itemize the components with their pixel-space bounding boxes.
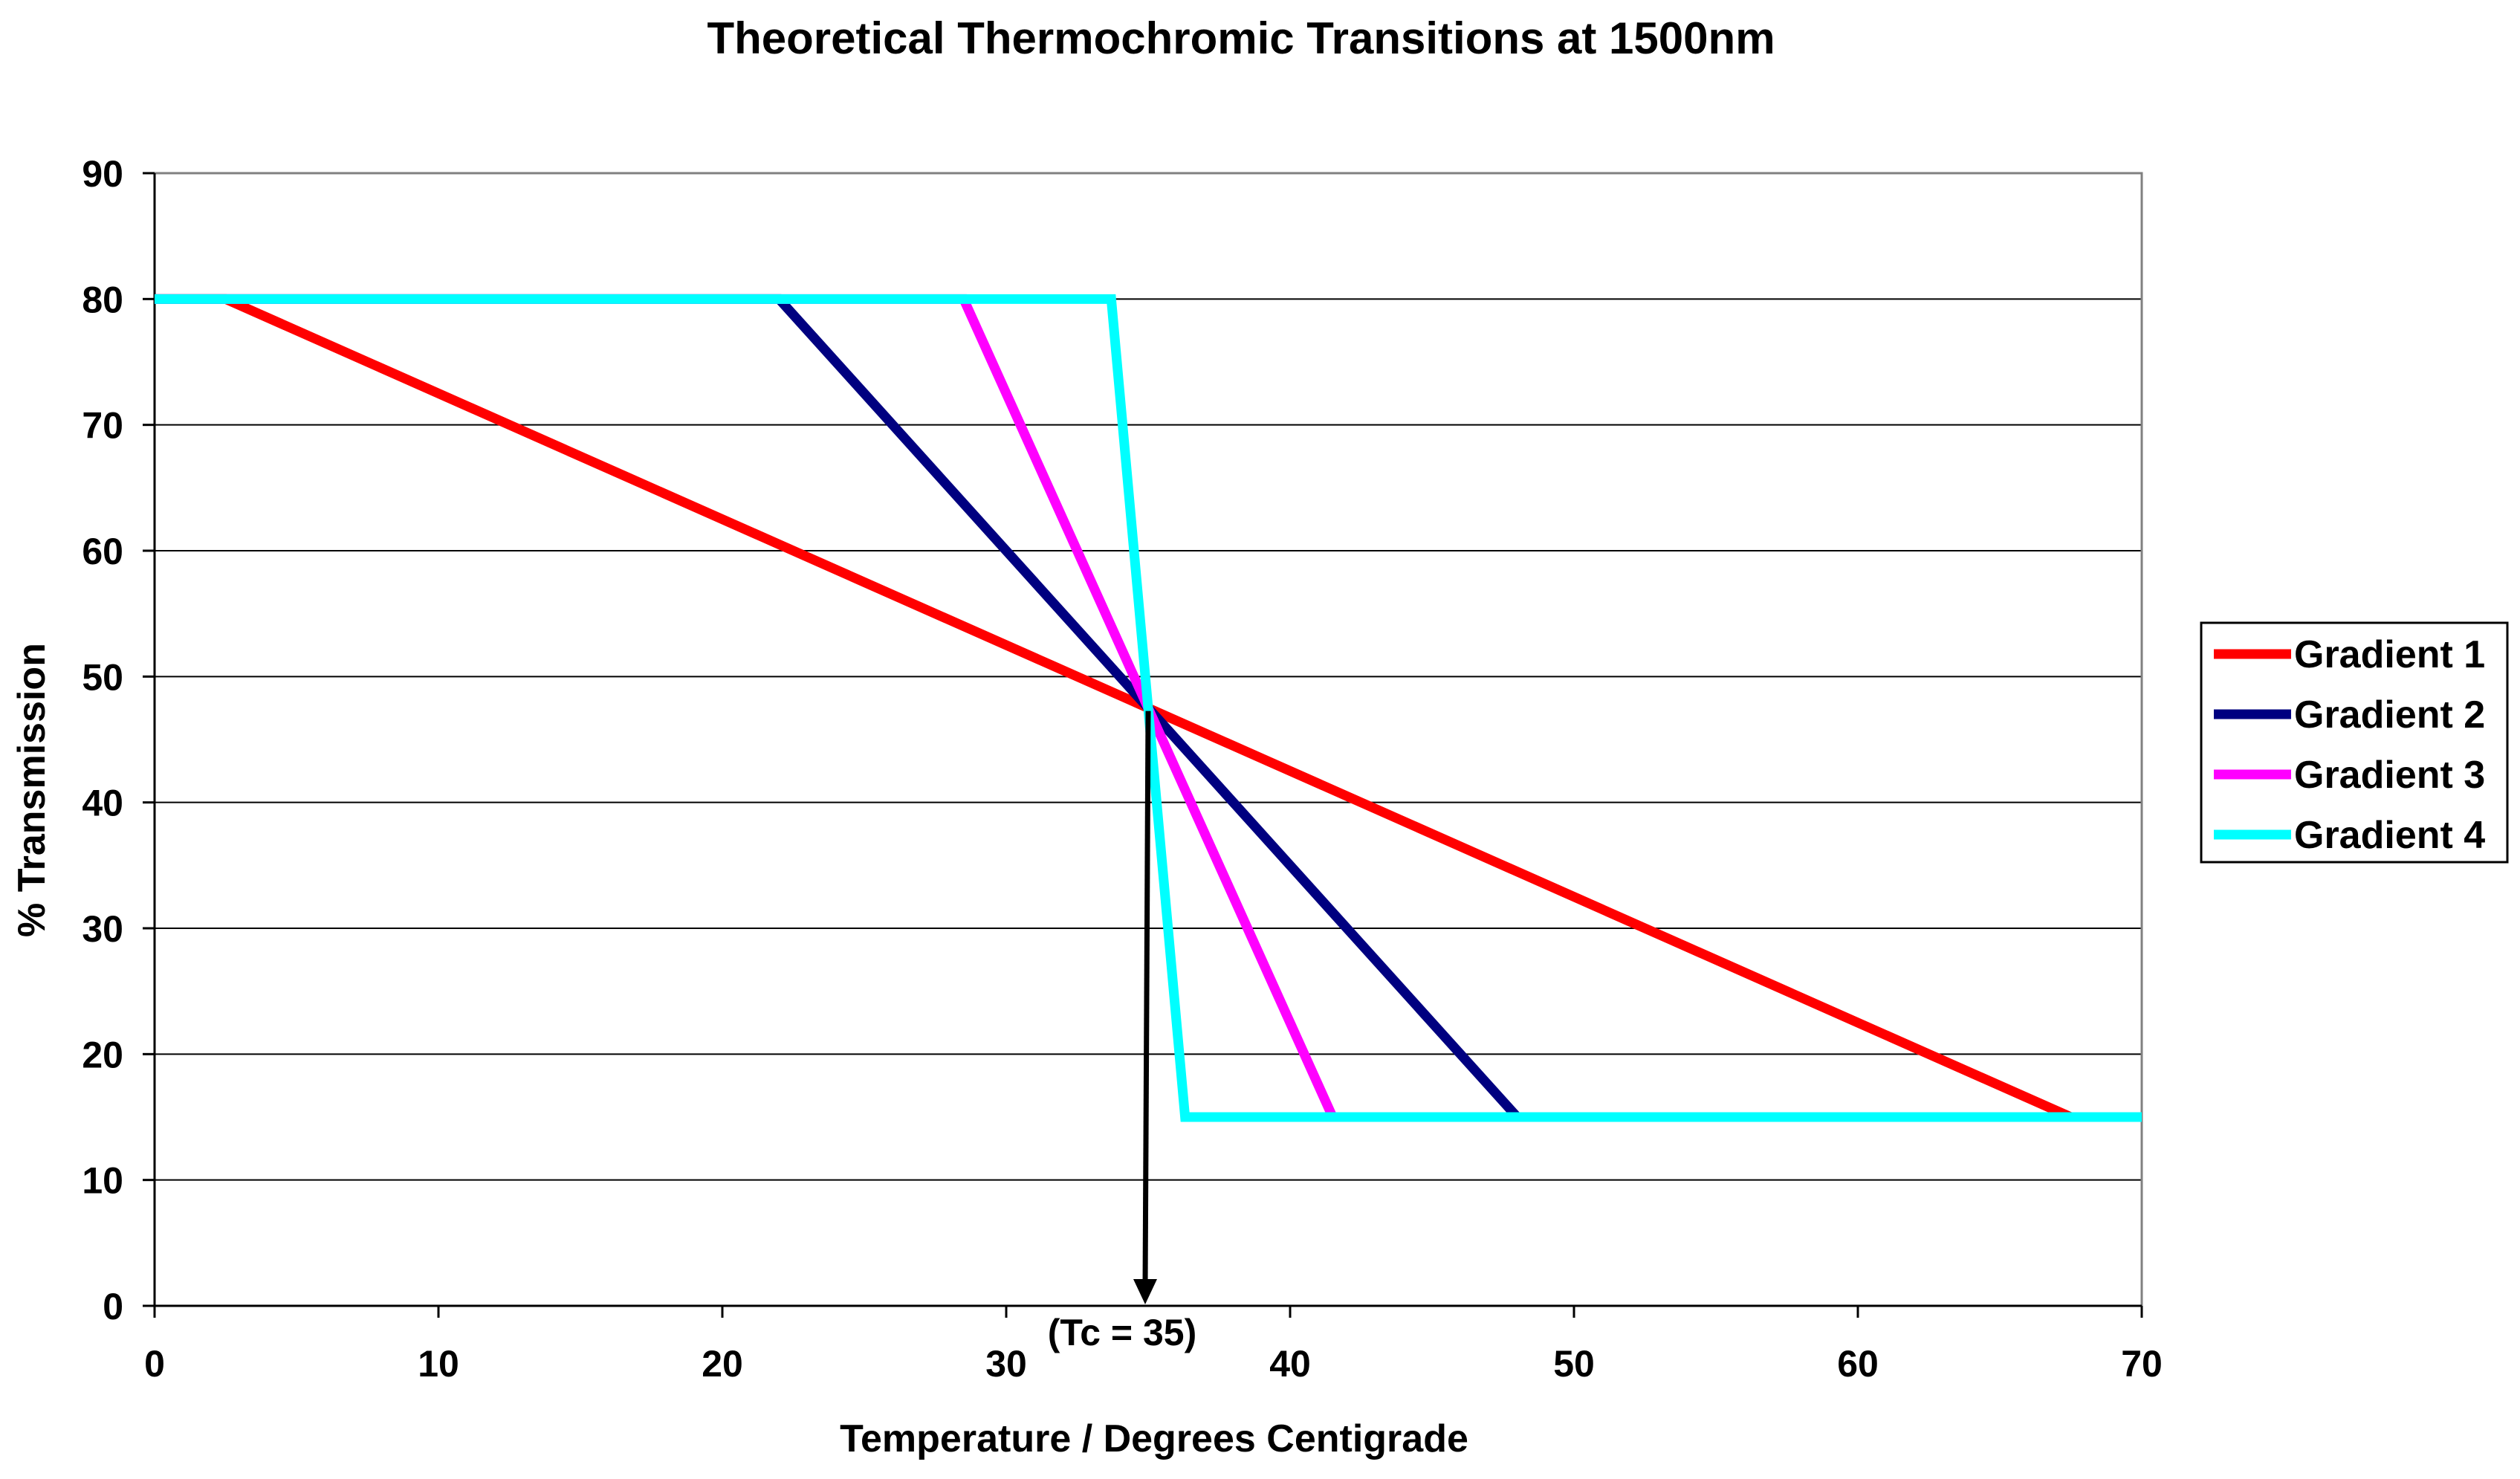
y-axis-title: % Transmission	[10, 643, 54, 937]
legend-label-gradient-3: Gradient 3	[2294, 754, 2485, 797]
tc-label: (Tc = 35)	[1048, 1312, 1197, 1353]
x-tick-label: 20	[702, 1343, 743, 1385]
x-tick-label: 40	[1269, 1343, 1311, 1385]
tick-labels: 0 10 20 30 40 50 60 70 80 90 0 10 20 30 40 50 60 70	[82, 153, 2162, 1385]
series-line-gradient-4	[155, 294, 2142, 1122]
chart-title: Theoretical Thermochromic Transitions at…	[707, 13, 1775, 63]
legend-box	[2200, 621, 2509, 864]
x-tick-label: 50	[1553, 1343, 1595, 1385]
y-tick-label: 50	[82, 656, 123, 698]
y-tick-label: 80	[82, 279, 123, 320]
tc-arrow-head	[1133, 1279, 1157, 1304]
x-tick-label: 0	[144, 1343, 165, 1385]
legend-label-gradient-1: Gradient 1	[2294, 633, 2485, 676]
y-tick-label: 20	[82, 1034, 123, 1075]
y-tick-label: 90	[82, 153, 123, 195]
x-tick-label: 70	[2121, 1343, 2163, 1385]
legend-label-gradient-4: Gradient 4	[2294, 814, 2485, 857]
legend: Gradient 1 Gradient 2 Gradient 3 Gradient 4	[2200, 621, 2509, 864]
x-tick-label: 10	[418, 1343, 459, 1385]
y-tick-label: 0	[103, 1286, 123, 1327]
y-tick-label: 10	[82, 1160, 123, 1202]
y-tick-label: 40	[82, 783, 123, 824]
tc-annotation: (Tc = 35)	[1048, 711, 1197, 1353]
y-tick-label: 60	[82, 531, 123, 572]
axes	[143, 172, 2143, 1318]
legend-label-gradient-2: Gradient 2	[2294, 693, 2485, 737]
x-tick-label: 30	[985, 1343, 1027, 1385]
tc-arrow-shaft	[1142, 711, 1151, 1286]
y-tick-label: 70	[82, 405, 123, 447]
x-axis-title: Temperature / Degrees Centigrade	[840, 1417, 1468, 1460]
series-lines	[155, 294, 2142, 1122]
y-tick-label: 30	[82, 908, 123, 950]
x-tick-label: 60	[1837, 1343, 1879, 1385]
